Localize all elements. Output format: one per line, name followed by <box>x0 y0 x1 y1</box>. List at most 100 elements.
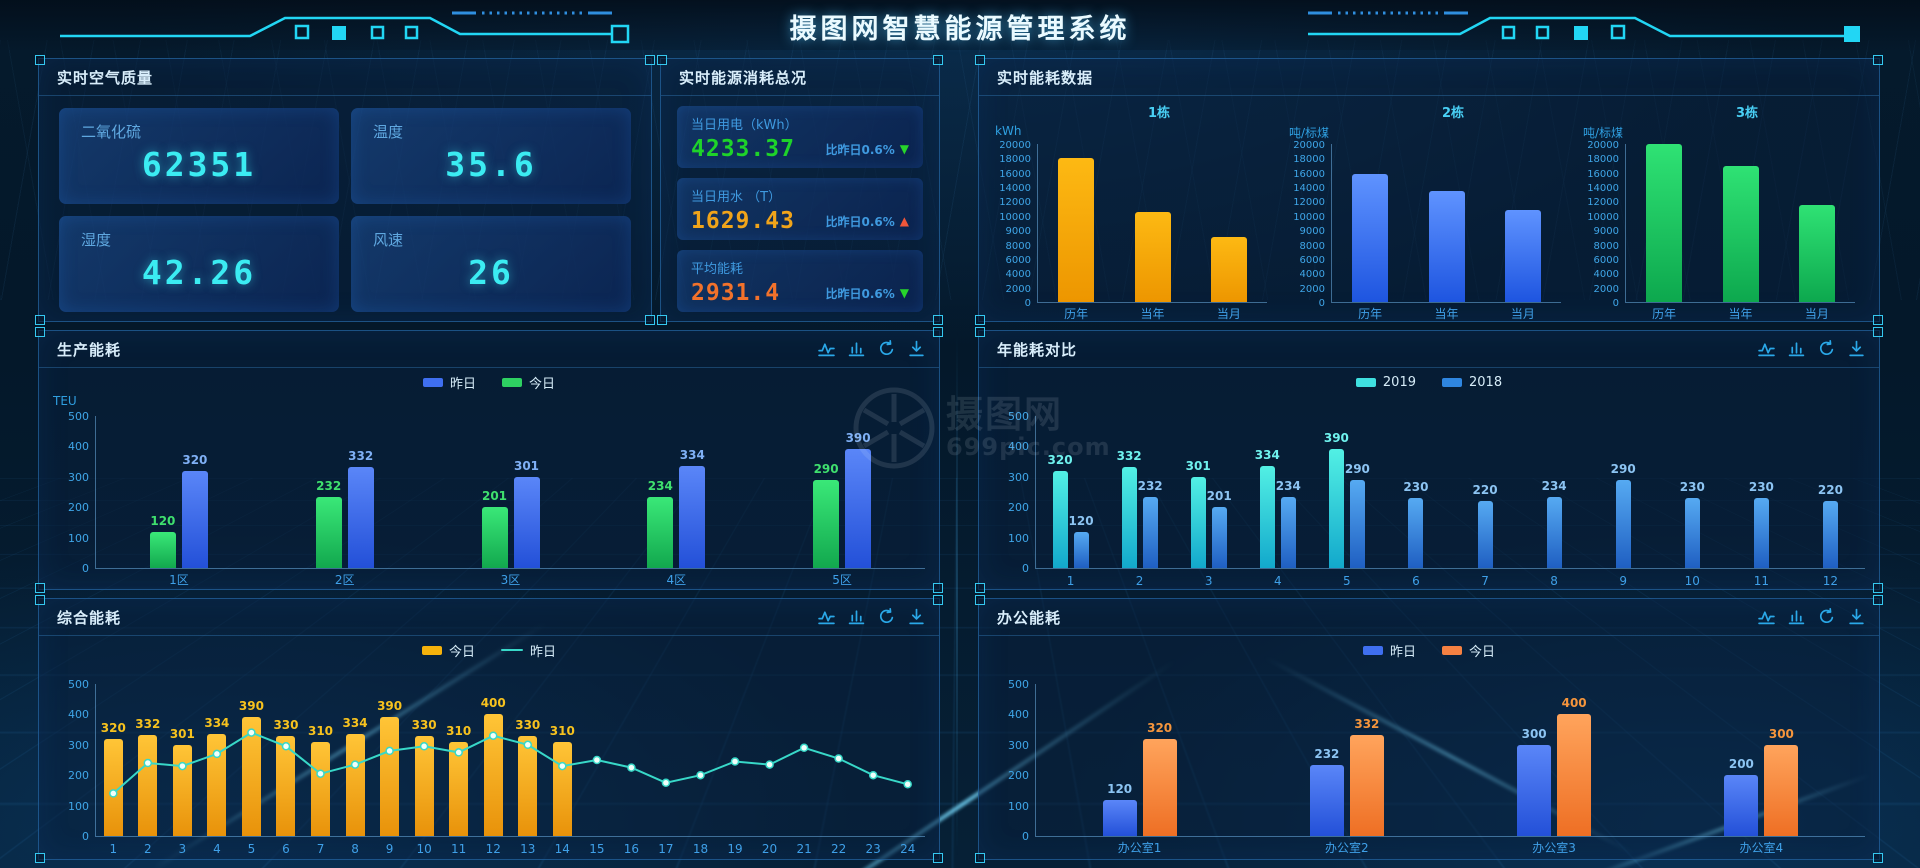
bar-chart-icon[interactable] <box>1788 608 1805 625</box>
bar[interactable] <box>380 717 400 836</box>
legend-item[interactable]: 昨日 <box>501 641 556 660</box>
bar[interactable] <box>241 717 261 836</box>
bar[interactable] <box>679 466 706 568</box>
bar[interactable] <box>103 738 123 836</box>
bar[interactable] <box>149 531 176 568</box>
bar[interactable] <box>1428 190 1465 302</box>
download-icon[interactable] <box>908 340 925 357</box>
bar[interactable] <box>1210 237 1247 302</box>
line-point[interactable] <box>281 742 291 751</box>
bar[interactable] <box>1684 498 1700 568</box>
bar[interactable] <box>1058 158 1095 302</box>
legend-item[interactable]: 今日 <box>502 373 555 392</box>
bar[interactable] <box>1102 799 1137 836</box>
bar-chart-icon[interactable] <box>1788 340 1805 357</box>
line-point[interactable] <box>799 743 809 753</box>
bar[interactable] <box>315 497 342 568</box>
bar[interactable] <box>1211 506 1227 568</box>
bar[interactable] <box>518 735 538 836</box>
bar[interactable] <box>513 476 540 568</box>
bar[interactable] <box>311 741 331 836</box>
legend-item[interactable]: 今日 <box>421 641 475 660</box>
legend-item[interactable]: 昨日 <box>422 373 476 392</box>
bar[interactable] <box>1352 174 1389 302</box>
refresh-icon[interactable] <box>1818 608 1835 625</box>
line-chart-icon[interactable] <box>1758 340 1775 357</box>
line-point[interactable] <box>558 761 567 771</box>
line-chart-icon[interactable] <box>818 608 835 625</box>
bar[interactable] <box>1546 496 1562 568</box>
line-point[interactable] <box>592 755 602 765</box>
bar[interactable] <box>1724 775 1759 836</box>
bar[interactable] <box>414 735 434 836</box>
legend-item[interactable]: 昨日 <box>1362 641 1416 660</box>
bar[interactable] <box>1615 479 1631 568</box>
bar[interactable] <box>481 506 508 568</box>
line-point[interactable] <box>178 761 187 771</box>
line-point[interactable] <box>903 780 912 789</box>
bar[interactable] <box>1646 144 1683 302</box>
bar[interactable] <box>1722 165 1759 302</box>
download-icon[interactable] <box>1848 608 1865 625</box>
bar[interactable] <box>345 734 365 836</box>
bar[interactable] <box>449 741 469 836</box>
bar[interactable] <box>1134 212 1171 302</box>
bar[interactable] <box>1142 738 1177 836</box>
bar[interactable] <box>1798 205 1835 302</box>
line-point[interactable] <box>730 757 740 766</box>
refresh-icon[interactable] <box>878 340 895 357</box>
line-chart-icon[interactable] <box>818 340 835 357</box>
line-point[interactable] <box>143 758 153 768</box>
bar[interactable] <box>813 479 840 568</box>
bar[interactable] <box>276 735 296 836</box>
bar[interactable] <box>1822 501 1838 568</box>
line-point[interactable] <box>696 770 705 780</box>
bar[interactable] <box>1073 531 1089 568</box>
legend-item[interactable]: 2019 <box>1355 375 1416 390</box>
bar[interactable] <box>1764 744 1799 836</box>
line-point[interactable] <box>350 760 360 769</box>
line-point[interactable] <box>454 748 463 757</box>
bar[interactable] <box>647 496 674 568</box>
line-point[interactable] <box>419 742 429 751</box>
bar[interactable] <box>1349 735 1384 836</box>
bar[interactable] <box>1408 498 1424 568</box>
bar-chart-icon[interactable] <box>848 340 865 357</box>
line-point[interactable] <box>109 789 118 798</box>
bar[interactable] <box>1309 765 1344 836</box>
refresh-icon[interactable] <box>878 608 895 625</box>
line-point[interactable] <box>868 770 878 780</box>
bar[interactable] <box>1280 496 1296 568</box>
line-point[interactable] <box>385 746 394 756</box>
bar[interactable] <box>1517 744 1552 836</box>
line-point[interactable] <box>212 749 222 759</box>
legend-item[interactable]: 2018 <box>1442 375 1502 390</box>
bar[interactable] <box>1477 501 1493 568</box>
download-icon[interactable] <box>1848 340 1865 357</box>
line-point[interactable] <box>765 760 774 769</box>
bar[interactable] <box>1557 714 1592 836</box>
bar-chart-icon[interactable] <box>848 608 865 625</box>
legend-item[interactable]: 今日 <box>1442 641 1495 660</box>
bar[interactable] <box>1121 467 1137 568</box>
refresh-icon[interactable] <box>1818 340 1835 357</box>
bar[interactable] <box>845 449 872 568</box>
line-chart-icon[interactable] <box>1758 608 1775 625</box>
bar[interactable] <box>1753 498 1769 568</box>
bar[interactable] <box>207 734 227 836</box>
bar[interactable] <box>1259 466 1275 568</box>
bar[interactable] <box>181 470 208 568</box>
bar[interactable] <box>1142 497 1158 568</box>
line-point[interactable] <box>627 763 636 772</box>
bar[interactable] <box>1349 479 1365 568</box>
line-point[interactable] <box>523 740 533 750</box>
bar[interactable] <box>1328 449 1344 568</box>
bar[interactable] <box>483 714 503 836</box>
download-icon[interactable] <box>908 608 925 625</box>
bar[interactable] <box>1504 210 1541 302</box>
line-point[interactable] <box>247 728 256 737</box>
bar[interactable] <box>1190 476 1206 568</box>
line-point[interactable] <box>661 778 671 788</box>
bar[interactable] <box>347 467 374 568</box>
bar[interactable] <box>1052 470 1068 568</box>
